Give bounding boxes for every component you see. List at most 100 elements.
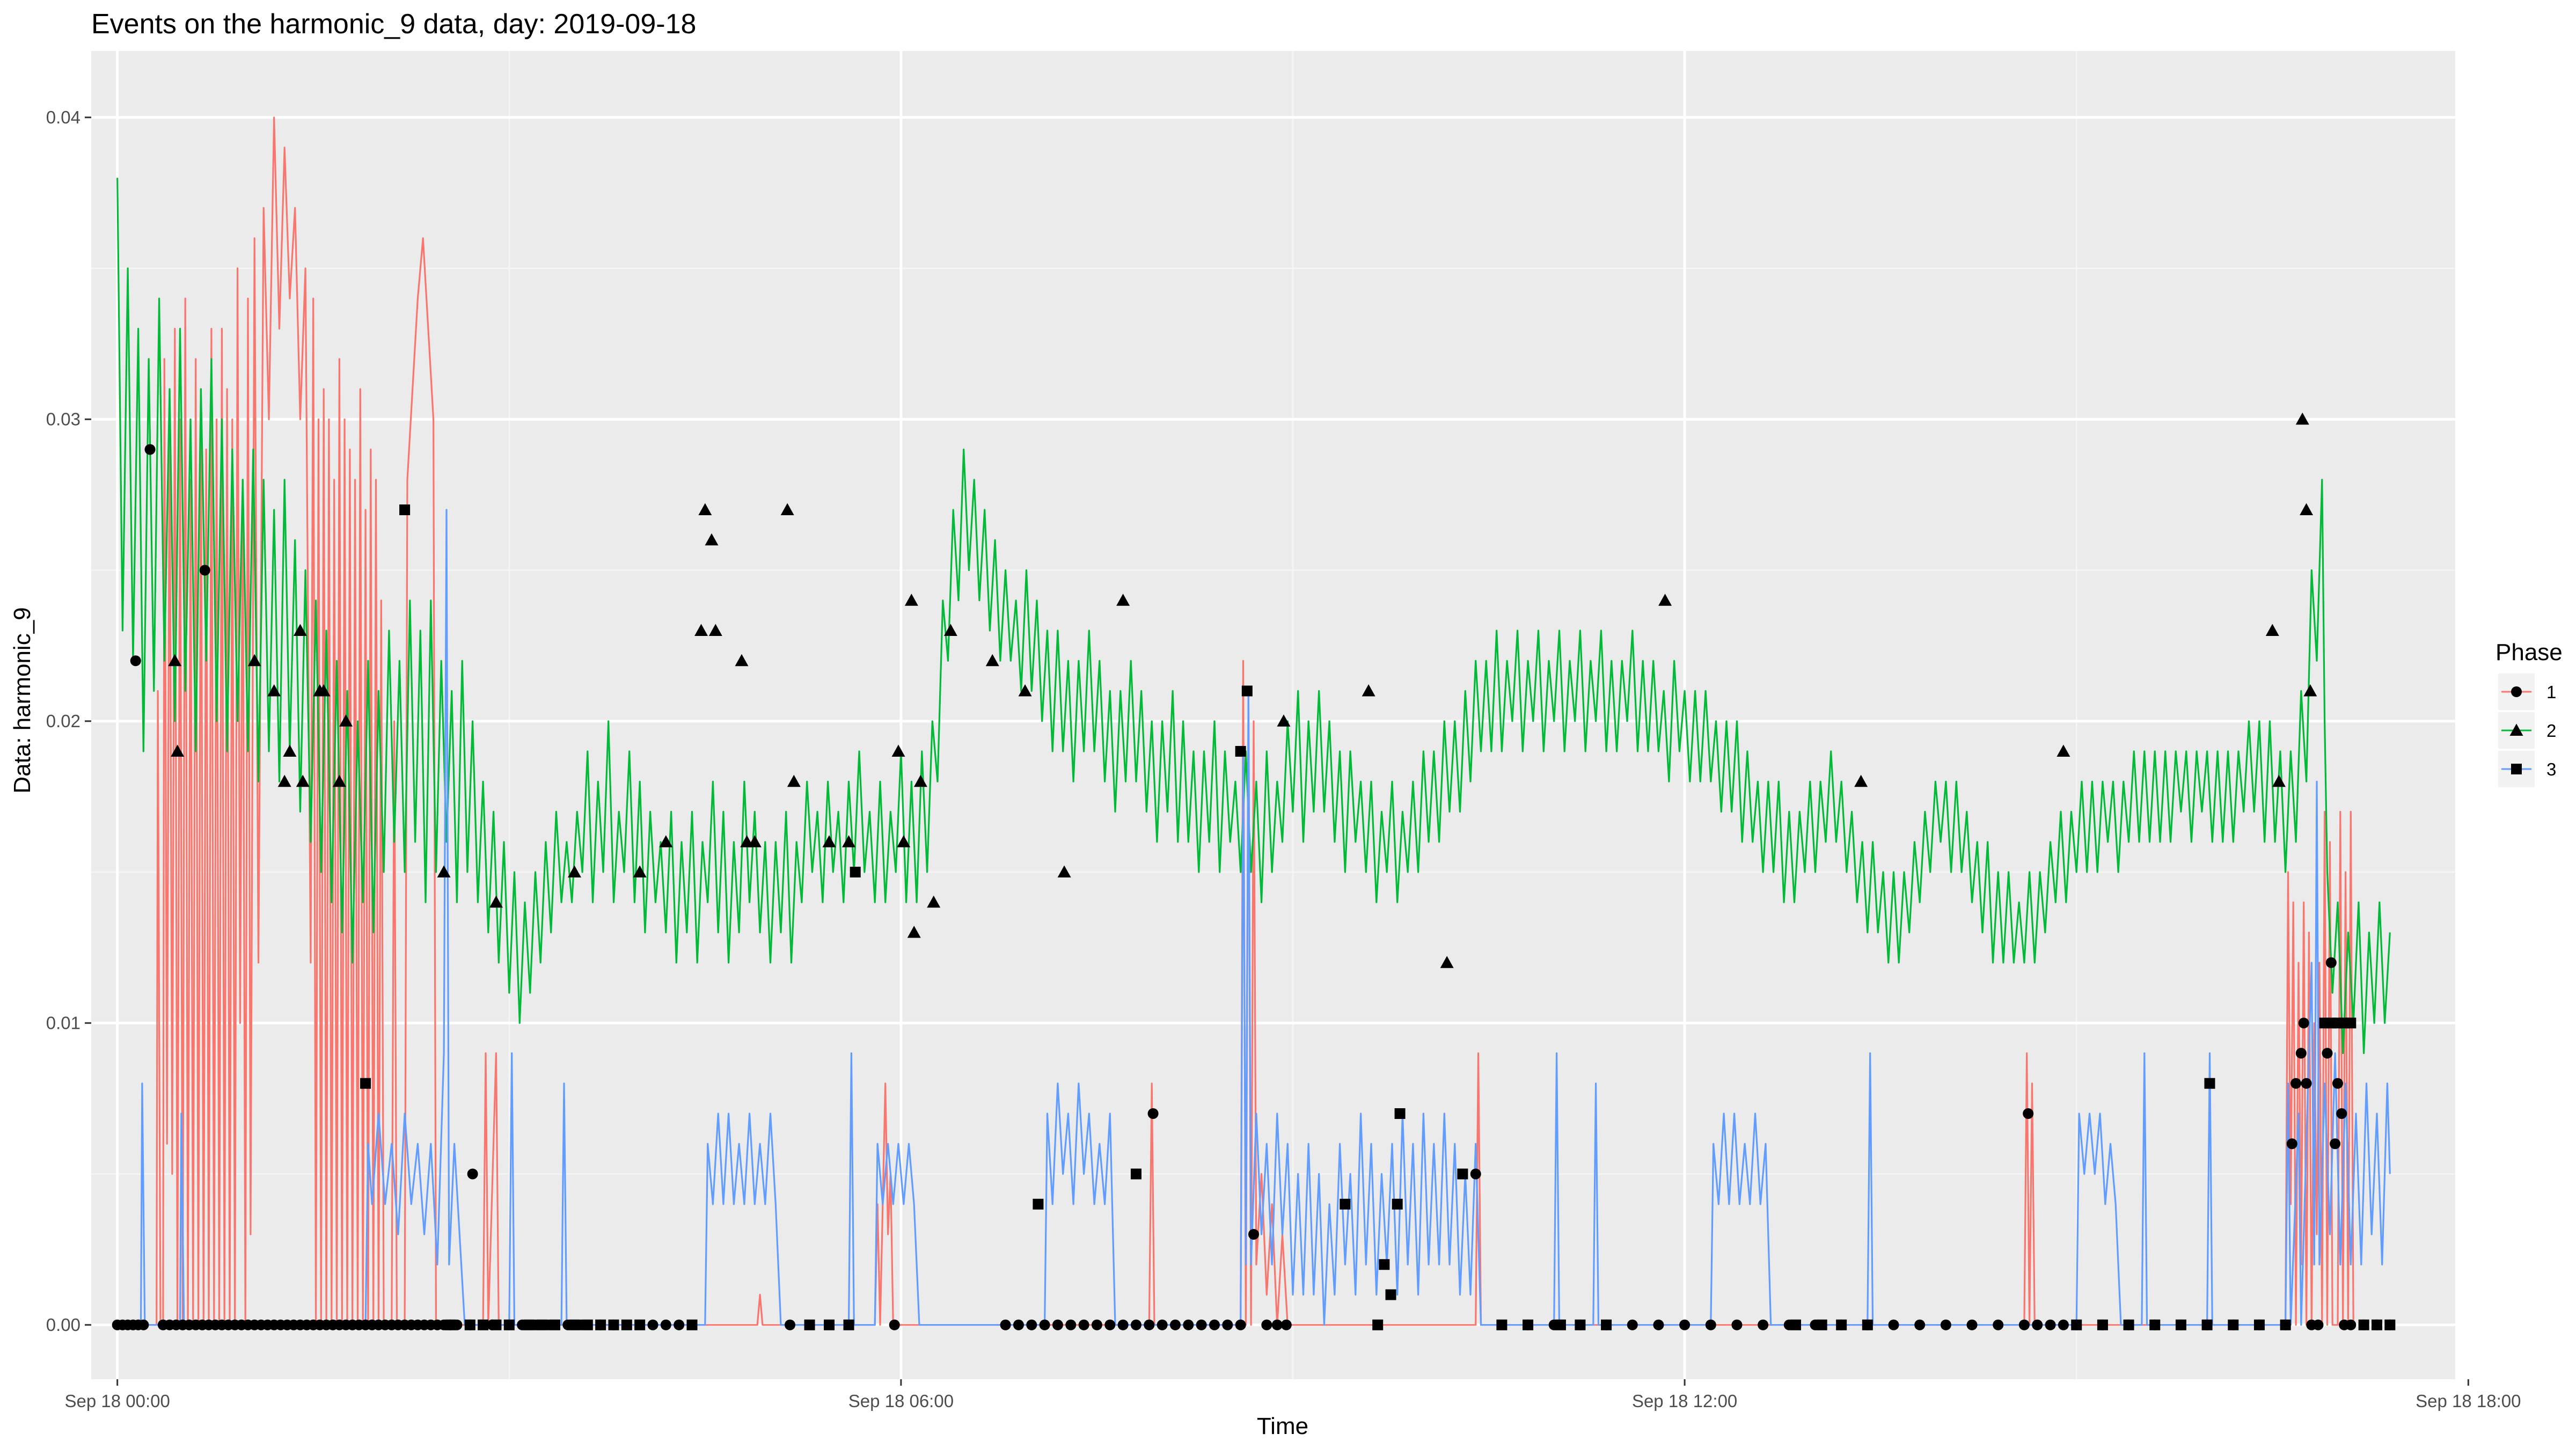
point-series-2 <box>489 895 503 908</box>
point-series-2 <box>1362 684 1375 697</box>
y-tick-label: 0.01 <box>46 1013 80 1033</box>
point-series-3 <box>2201 1319 2213 1330</box>
point-series-3 <box>478 1319 489 1330</box>
point-series-3 <box>582 1319 593 1330</box>
x-axis-title: Time <box>1257 1413 1308 1439</box>
point-series-1 <box>1169 1319 1181 1330</box>
point-series-3 <box>360 1078 371 1089</box>
point-series-3 <box>1790 1319 1801 1330</box>
point-series-3 <box>399 504 411 515</box>
legend-label: 3 <box>2546 759 2556 779</box>
point-series-1 <box>1940 1319 1951 1330</box>
point-series-3 <box>1372 1319 1384 1330</box>
point-series-1 <box>1147 1108 1159 1119</box>
point-series-3 <box>2097 1319 2108 1330</box>
y-axis-title: Data: harmonic_9 <box>9 607 35 793</box>
point-series-1 <box>1470 1168 1481 1180</box>
point-series-1 <box>2298 1018 2309 1029</box>
legend-label: 1 <box>2546 682 2556 702</box>
point-series-2 <box>437 865 451 877</box>
point-series-3 <box>634 1319 646 1330</box>
point-series-1 <box>2345 1319 2357 1330</box>
point-series-2 <box>907 926 921 938</box>
point-series-2 <box>891 744 905 757</box>
legend-label: 2 <box>2546 721 2556 741</box>
point-series-3 <box>464 1319 475 1330</box>
point-series-3 <box>2345 1018 2357 1029</box>
point-series-3 <box>595 1319 606 1330</box>
point-series-1 <box>647 1319 658 1330</box>
point-series-3 <box>523 1319 535 1330</box>
point-series-1 <box>1157 1319 1168 1330</box>
legend-key-marker <box>2511 686 2522 697</box>
y-tick-label: 0.02 <box>46 711 80 731</box>
point-series-2 <box>633 865 647 877</box>
point-series-3 <box>1457 1168 1468 1180</box>
point-series-2 <box>277 774 291 787</box>
point-series-3 <box>1379 1259 1390 1270</box>
point-series-2 <box>694 624 708 636</box>
point-series-3 <box>569 1319 580 1330</box>
point-series-2 <box>2295 412 2309 425</box>
point-series-3 <box>824 1319 835 1330</box>
point-series-1 <box>1144 1319 1155 1330</box>
point-series-1 <box>1183 1319 1194 1330</box>
point-series-2 <box>943 624 957 636</box>
point-series-1 <box>2286 1138 2297 1150</box>
point-series-1 <box>1013 1319 1024 1330</box>
point-series-3 <box>1235 746 1246 757</box>
point-series-1 <box>889 1319 900 1330</box>
point-series-1 <box>2032 1319 2043 1330</box>
point-series-1 <box>1235 1319 1246 1330</box>
point-series-1 <box>1993 1319 2004 1330</box>
point-series-3 <box>1523 1319 1534 1330</box>
point-series-2 <box>748 835 762 847</box>
point-series-1 <box>2290 1078 2302 1089</box>
point-series-1 <box>130 655 141 667</box>
point-series-2 <box>2057 744 2070 757</box>
point-series-3 <box>2123 1319 2134 1330</box>
point-series-3 <box>2149 1319 2161 1330</box>
legend-key-marker <box>2509 723 2523 736</box>
point-series-3 <box>1033 1198 1044 1210</box>
point-series-2 <box>913 774 927 787</box>
point-series-3 <box>1385 1289 1396 1300</box>
point-series-3 <box>491 1319 502 1330</box>
point-series-1 <box>785 1319 796 1330</box>
point-series-3 <box>1392 1198 1403 1210</box>
point-series-3 <box>1836 1319 1847 1330</box>
point-series-1 <box>1261 1319 1272 1330</box>
point-series-3 <box>843 1319 854 1330</box>
point-series-1 <box>1248 1229 1259 1240</box>
point-series-2 <box>985 654 999 667</box>
point-series-1 <box>1052 1319 1063 1330</box>
point-series-3 <box>1575 1319 1586 1330</box>
point-series-3 <box>1601 1319 1612 1330</box>
point-series-1 <box>2301 1078 2312 1089</box>
point-series-1 <box>1117 1319 1129 1330</box>
legend: Phase 1 2 3 <box>2496 639 2563 787</box>
point-series-3 <box>2071 1319 2082 1330</box>
point-series-1 <box>1627 1319 1638 1330</box>
point-series-1 <box>199 565 210 576</box>
point-series-1 <box>1679 1319 1690 1330</box>
point-series-1 <box>1039 1319 1050 1330</box>
point-series-2 <box>267 684 281 697</box>
legend-title: Phase <box>2496 639 2563 665</box>
point-series-1 <box>1653 1319 1664 1330</box>
x-tick-label: Sep 18 06:00 <box>848 1391 954 1411</box>
point-series-2 <box>1018 684 1032 697</box>
point-series-2 <box>317 684 331 697</box>
point-series-2 <box>1277 714 1291 727</box>
series-line-2 <box>116 178 2391 1055</box>
series-line-1 <box>117 116 2354 1326</box>
point-series-2 <box>1854 774 1868 787</box>
point-series-3 <box>549 1319 560 1330</box>
point-series-2 <box>247 654 261 667</box>
point-series-2 <box>171 744 185 757</box>
point-series-2 <box>296 774 310 787</box>
point-series-1 <box>1209 1319 1220 1330</box>
point-series-2 <box>698 503 712 515</box>
point-series-1 <box>1065 1319 1077 1330</box>
point-series-2 <box>332 774 346 787</box>
